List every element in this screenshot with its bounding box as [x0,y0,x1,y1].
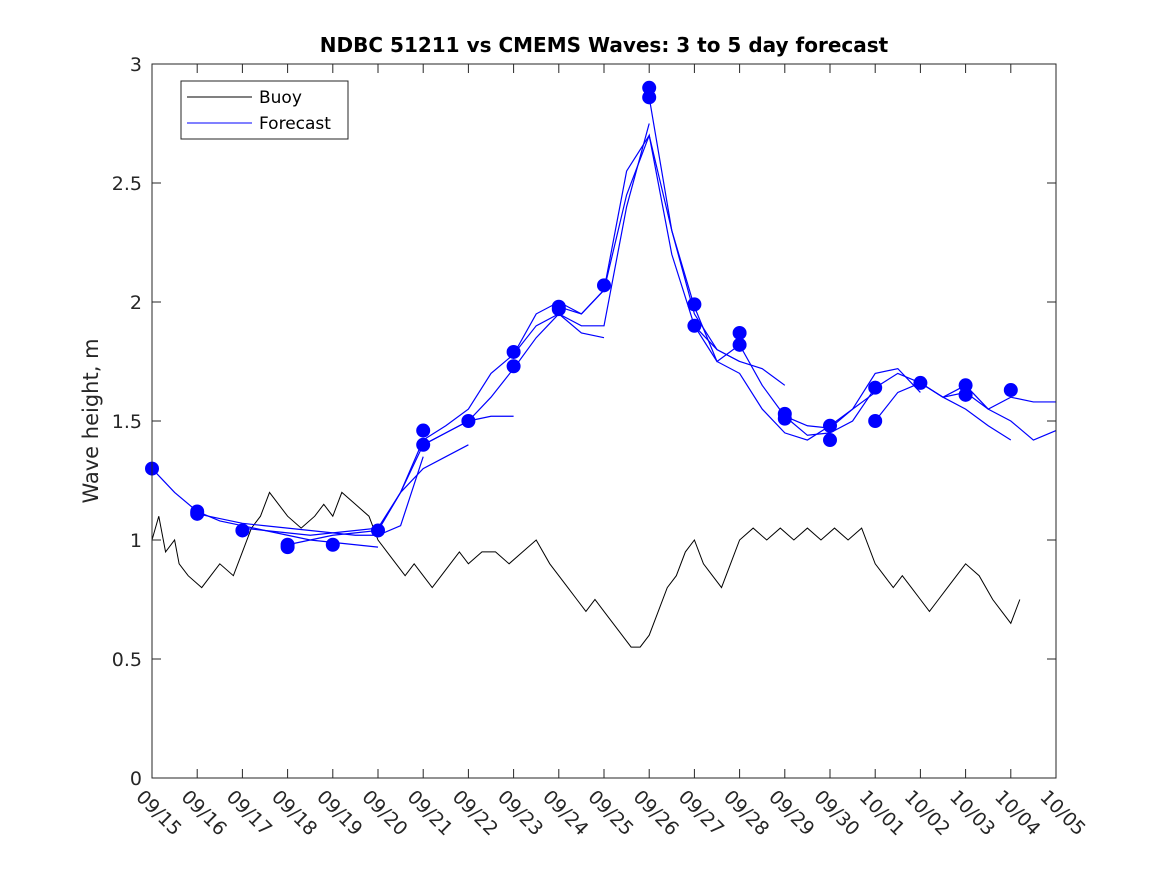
forecast-start-marker [642,90,657,105]
forecast-start-marker [732,337,747,352]
forecast-start-marker [325,537,340,552]
y-tick-label: 3 [130,54,142,76]
forecast-start-marker [190,506,205,521]
forecast-line-12 [920,382,1056,410]
forecast-line-10 [784,372,1012,441]
forecast-start-marker [777,411,792,426]
buoy-line [151,491,1021,648]
legend-label-forecast: Forecast [259,114,331,134]
forecast-series [151,97,1057,548]
y-tick-label: 0 [130,768,142,790]
forecast-start-marker [868,414,883,428]
legend-label-buoy: Buoy [259,88,302,108]
forecast-line-2 [242,444,469,536]
forecast-start-marker [280,537,295,552]
forecast-start-marker [913,375,928,390]
forecast-start-marker [506,359,521,374]
forecast-start-marker [1003,383,1018,398]
forecast-line-4 [377,313,605,531]
forecast-start-marker [416,437,431,452]
legend-box [180,80,349,140]
legend: Buoy Forecast [180,80,349,140]
buoy-series [151,491,1021,648]
forecast-line-8 [648,97,876,441]
forecast-start-marker [506,344,521,359]
forecast-line-9 [693,325,921,429]
forecast-start-markers [145,80,1018,555]
chart-title: NDBC 51211 vs CMEMS Waves: 3 to 5 day fo… [320,33,889,57]
y-tick-label: 2.5 [112,173,142,195]
y-axis-label: Wave height, m [79,338,103,503]
forecast-start-marker [597,278,611,293]
y-tick-label: 1 [130,530,142,552]
forecast-start-marker [416,423,431,438]
forecast-line-7 [558,133,786,386]
axis-ticks [151,63,1057,779]
y-tick-label: 2 [130,292,142,314]
forecast-line-1 [197,456,424,536]
forecast-start-marker [732,325,747,340]
y-tick-labels: 0 0.5 1 1.5 2 2.5 3 [112,54,142,790]
y-tick-label: 1.5 [112,411,142,433]
forecast-start-marker [823,433,837,448]
forecast-start-marker [958,387,973,402]
forecast-start-marker [868,380,883,395]
forecast-start-marker [371,523,385,538]
forecast-start-marker [235,523,250,538]
forecast-start-marker [823,418,837,433]
forecast-start-marker [461,414,476,428]
forecast-line-5 [422,123,650,446]
forecast-start-marker [687,318,702,333]
forecast-start-marker [551,302,566,317]
plot-area [152,64,1056,778]
y-tick-label: 0.5 [112,649,142,671]
forecast-start-marker [687,297,702,312]
plot-frame [151,63,1057,779]
